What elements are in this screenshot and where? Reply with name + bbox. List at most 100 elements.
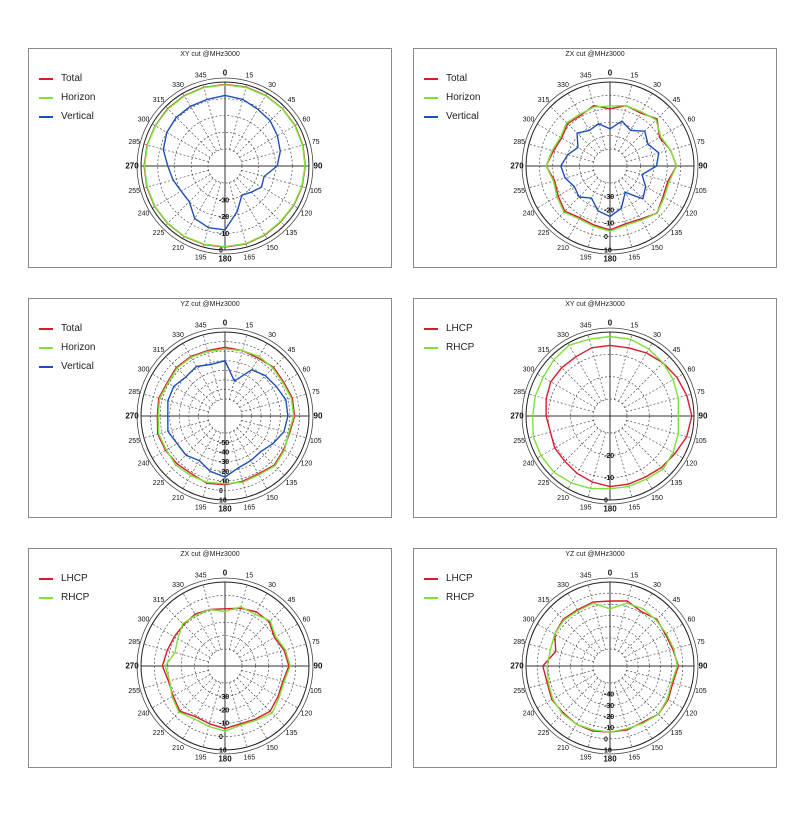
angle-label: 165 [243,254,255,261]
legend-swatch [424,77,438,80]
grid-spoke [618,93,653,152]
angle-label: 90 [699,412,708,421]
grid-spoke [233,180,268,239]
grid-spoke [621,606,670,655]
legend-label: RHCP [446,342,475,353]
legend-label: Vertical [61,111,94,122]
angle-label: 150 [266,245,278,252]
legend: Total Horizon Vertical [39,319,95,376]
grid-spoke [239,623,298,658]
panel-yz-cut-cp: YZ cut @MHz3000 0 15 30 45 60 75 90 105 120 135 150… [413,548,777,768]
angle-label: 255 [513,188,525,195]
angle-label: 270 [125,662,139,671]
angle-label: 240 [523,461,535,468]
radial-tick-label: -40 [604,692,614,699]
series-horizon [545,104,678,232]
angle-label: 60 [303,617,311,624]
grid-spoke [550,356,599,405]
angle-label: 105 [310,688,322,695]
panel-yz-cut-tp: YZ cut @MHz3000 0 15 30 45 60 75 90 105 120 135 150… [28,298,392,518]
angle-label: 255 [513,688,525,695]
grid-spoke [626,393,692,412]
grid-spoke [182,430,217,489]
radial-tick-label: 0 [219,248,223,255]
radial-tick-label: -30 [219,459,229,466]
grid-spoke [229,682,248,748]
angle-label: 315 [153,347,165,354]
legend-label: Horizon [61,342,96,353]
frame-ring [136,77,314,255]
grid-spoke [152,123,211,158]
legend-item: LHCP [424,319,474,338]
angle-label: 0 [608,69,613,78]
grid-spoke [618,343,653,402]
legend-label: Horizon [61,92,96,103]
radial-tick-label: 0 [219,734,223,741]
angle-label: 120 [301,461,313,468]
angle-label: 270 [125,412,139,421]
angle-label: 180 [603,755,617,764]
radial-tick-label: 10 [604,748,612,755]
grid-spoke [229,432,248,498]
angle-label: 135 [286,230,298,237]
grid-spoke [241,170,307,189]
legend-swatch [39,96,53,99]
frame-ring [521,577,699,755]
angle-label: 180 [603,505,617,514]
grid-spoke [621,356,670,405]
angle-label: 240 [523,211,535,218]
legend-label: LHCP [61,573,88,584]
angle-label: 315 [538,97,550,104]
panel-xy-cut-cp: XY cut @MHz3000 0 15 30 45 60 75 90 105 120 135 150… [413,298,777,518]
grid-spoke [143,393,209,412]
angle-label: 120 [301,211,313,218]
angle-label: 330 [557,582,569,589]
frame-ring [136,577,314,755]
radial-tick-label: 0 [604,736,608,743]
angle-label: 90 [314,412,323,421]
grid-spoke [152,373,211,408]
grid-spoke [241,643,307,662]
angle-label: 135 [671,230,683,237]
angle-label: 225 [538,230,550,237]
legend-label: LHCP [446,323,473,334]
angle-label: 270 [510,412,524,421]
grid-spoke [614,682,633,748]
angle-label: 150 [651,495,663,502]
grid-spoke [550,606,599,655]
radial-tick-label: 10 [604,248,612,255]
angle-label: 75 [312,389,320,396]
legend-swatch [424,327,438,330]
grid-spoke [165,677,214,726]
grid-spoke [537,623,596,658]
grid-spoke [152,424,211,459]
grid-spoke [182,180,217,239]
angle-label: 60 [303,367,311,374]
angle-label: 330 [557,332,569,339]
angle-label: 90 [699,662,708,671]
grid-spoke [236,356,285,405]
grid-spoke [143,643,209,662]
angle-label: 45 [288,97,296,104]
angle-label: 105 [695,188,707,195]
grid-spoke [550,427,599,476]
radial-tick-label: -20 [219,707,229,714]
legend-item: Vertical [39,357,95,376]
angle-label: 45 [288,347,296,354]
grid-spoke [143,170,209,189]
legend-label: RHCP [61,592,90,603]
legend-item: RHCP [39,588,89,607]
grid-spoke [229,84,248,150]
grid-spoke [550,177,599,226]
legend-swatch [39,365,53,368]
radial-tick-label: -10 [219,721,229,728]
series-vertical [167,360,289,478]
angle-label: 120 [686,211,698,218]
angle-label: 315 [153,97,165,104]
angle-label: 300 [138,117,150,124]
angle-label: 240 [138,211,150,218]
angle-label: 345 [195,73,207,80]
grid-spoke [528,420,594,439]
polar-chart: 0 15 30 45 60 75 90 105 120 135 150 165 180 195 210 225… [125,319,323,514]
grid-spoke [567,680,602,739]
